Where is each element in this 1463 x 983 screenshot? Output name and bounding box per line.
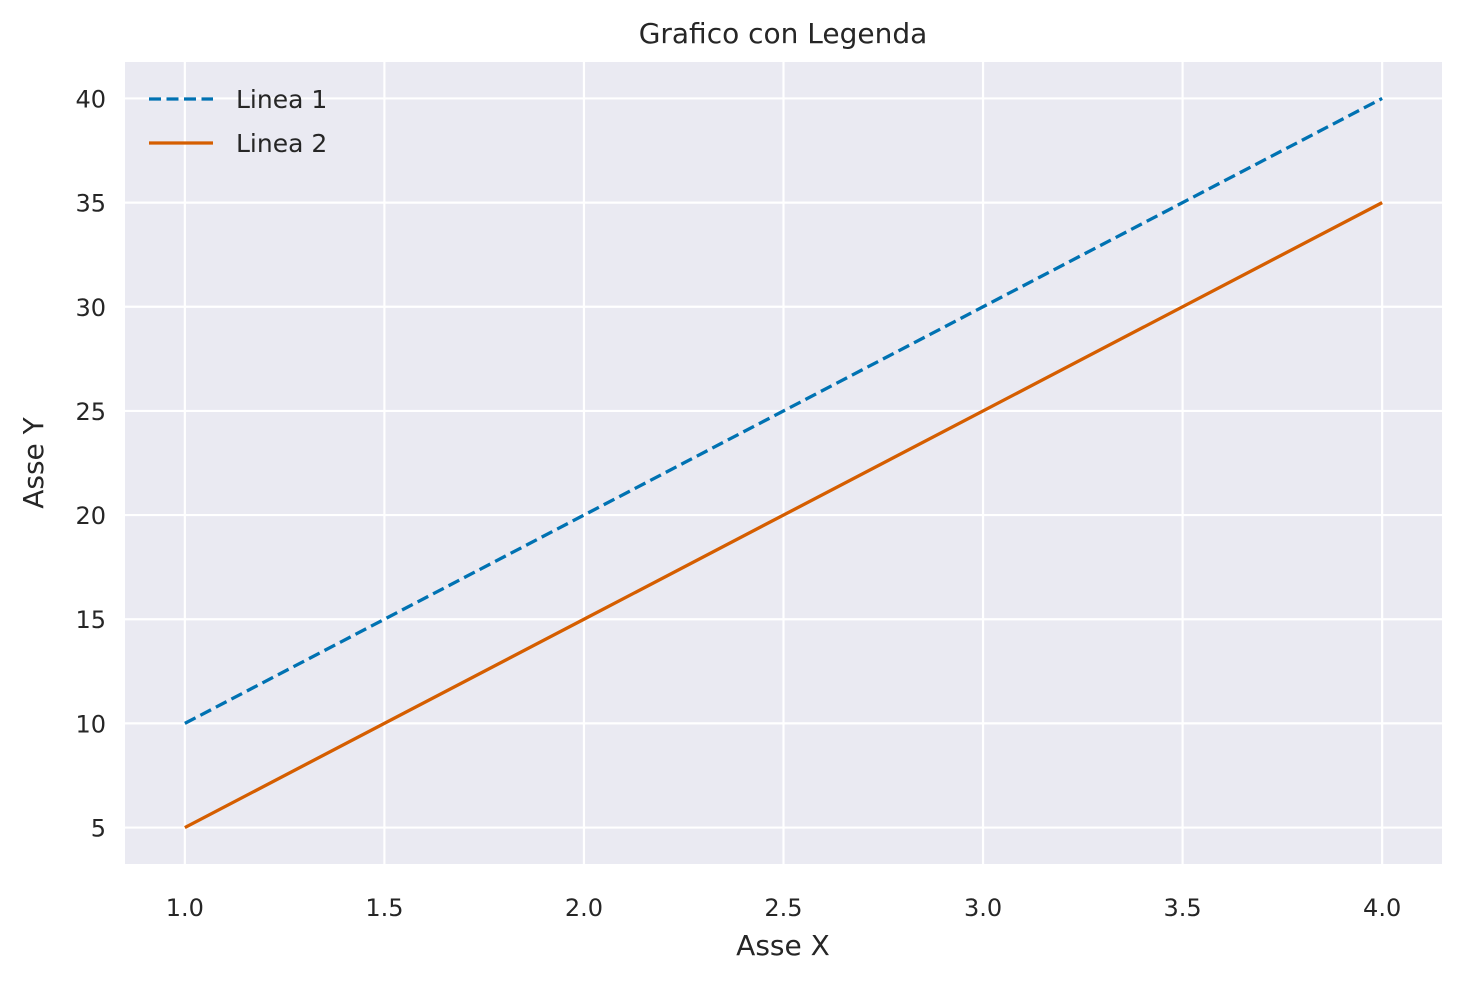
chart-title: Grafico con Legenda — [639, 17, 928, 50]
series-line-2 — [184, 201, 1383, 830]
x-tick-label-4: 3.0 — [964, 894, 1002, 922]
legend-label-2: Linea 2 — [236, 129, 327, 158]
x-tick-label-6: 4.0 — [1363, 894, 1401, 922]
y-tick-label-2: 15 — [75, 606, 106, 634]
y-axis-label: Asse Y — [17, 416, 50, 508]
x-tick-label-1: 1.5 — [365, 894, 403, 922]
x-tick-label-3: 2.5 — [764, 894, 802, 922]
y-tick-label-5: 30 — [75, 294, 106, 322]
legend-label-1: Linea 1 — [236, 85, 327, 114]
series-line-1 — [184, 96, 1383, 725]
y-tick-label-6: 35 — [75, 190, 106, 218]
x-axis-label: Asse X — [736, 929, 830, 962]
x-tick-label-2: 2.0 — [565, 894, 603, 922]
y-tick-label-0: 5 — [91, 815, 106, 843]
y-tick-label-4: 25 — [75, 398, 106, 426]
x-tick-label-5: 3.5 — [1164, 894, 1202, 922]
x-axis-ticks: 1.0 1.5 2.0 2.5 3.0 3.5 4.0 — [166, 894, 1401, 922]
y-tick-label-7: 40 — [75, 85, 106, 113]
series-lines — [184, 96, 1383, 830]
y-axis-ticks: 5 10 15 20 25 30 35 40 — [75, 85, 106, 842]
legend: Linea 1 Linea 2 — [149, 85, 327, 158]
x-tick-label-0: 1.0 — [166, 894, 204, 922]
y-tick-label-3: 20 — [75, 502, 106, 530]
y-tick-label-1: 10 — [75, 710, 106, 738]
